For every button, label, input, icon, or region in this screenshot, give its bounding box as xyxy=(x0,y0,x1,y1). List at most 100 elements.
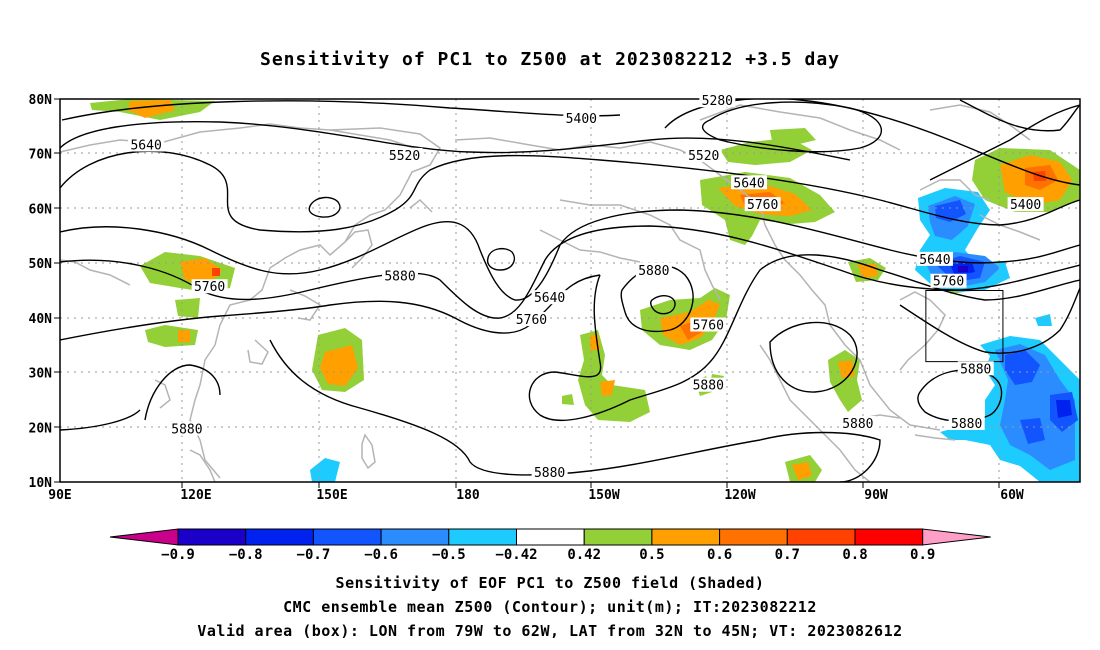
colorbar-label: −0.6 xyxy=(364,547,398,563)
colorbar-segment xyxy=(651,528,721,546)
contour-label-bg xyxy=(690,317,727,332)
contour-label-bg xyxy=(957,361,994,376)
contour-label-bg xyxy=(191,279,228,294)
lat-tick-label: 60N xyxy=(29,202,53,217)
contour-label: 5880 xyxy=(693,379,724,394)
colorbar-segment xyxy=(245,528,314,546)
contour-label: 5880 xyxy=(951,417,982,432)
lat-tick-label: 40N xyxy=(29,312,53,327)
contour-label: 5760 xyxy=(747,198,778,213)
contour-label: 5760 xyxy=(194,280,225,295)
contour-label-bg xyxy=(635,262,672,277)
coastlines xyxy=(60,104,1041,482)
colorbar-segment xyxy=(719,528,788,546)
contour-label-bg xyxy=(685,147,722,162)
contour-label-bg xyxy=(563,111,600,126)
colorbar-label: 0.42 xyxy=(567,547,601,563)
contour-label: 5880 xyxy=(842,417,873,432)
axis-ticks xyxy=(54,98,1000,488)
contour-label-bg xyxy=(386,147,423,162)
colorbar-label: −0.8 xyxy=(229,547,263,563)
colorbar-segment xyxy=(312,528,382,546)
contour-label-bg xyxy=(948,416,985,431)
lon-tick-label: 90W xyxy=(864,488,888,503)
lat-tick-label: 50N xyxy=(29,257,53,272)
contour-label-bg xyxy=(128,137,165,152)
colorbar-segment xyxy=(448,528,517,546)
longitude-tick-labels: 90E 120E 150E 180 150W 120W 90W 60W xyxy=(48,488,1024,503)
caption-valid-area: Valid area (box): LON from 79W to 62W, L… xyxy=(197,622,903,640)
contour-label: 5760 xyxy=(693,319,724,334)
colorbar-low-extend xyxy=(109,528,179,546)
figure-title: Sensitivity of PC1 to Z500 at 2023082212… xyxy=(259,49,840,70)
contour-label: 5640 xyxy=(733,176,764,191)
lon-tick-label: 90E xyxy=(48,488,71,503)
lon-tick-label: 150E xyxy=(316,488,347,503)
lat-tick-label: 10N xyxy=(29,476,53,491)
colorbar-segment xyxy=(854,528,924,546)
contour-label: 5280 xyxy=(702,94,733,109)
colorbar-label: −0.42 xyxy=(495,547,537,563)
colorbar-segment xyxy=(786,528,856,546)
contour-label-bg xyxy=(531,465,568,480)
lon-tick-label: 120W xyxy=(724,488,755,503)
contour-label: 5880 xyxy=(384,269,415,284)
lon-tick-label: 120E xyxy=(180,488,211,503)
contour-label-bg xyxy=(382,268,418,283)
colorbar-label: 0.6 xyxy=(707,547,732,563)
contour-label: 5880 xyxy=(960,362,991,377)
lon-tick-label: 150W xyxy=(588,488,619,503)
contour-label: 5400 xyxy=(1010,198,1041,213)
contour-label: 5640 xyxy=(130,139,161,154)
caption-contour: CMC ensemble mean Z500 (Contour); unit(m… xyxy=(283,598,817,616)
colorbar-label: 0.7 xyxy=(775,547,800,563)
contour-label-bg xyxy=(513,312,550,327)
contour-label: 5400 xyxy=(566,112,597,127)
contour-label-bg xyxy=(744,197,781,212)
colorbar-label: −0.5 xyxy=(432,547,466,563)
latitude-tick-labels: 80N 70N 60N 50N 40N 30N 20N 10N xyxy=(29,93,53,491)
colorbar-label: 0.8 xyxy=(842,547,867,563)
colorbar-segment xyxy=(380,528,450,546)
contour-label-bg xyxy=(1007,197,1044,212)
map-grid xyxy=(60,99,1080,482)
contour-label: 5520 xyxy=(688,149,719,164)
plot-frame xyxy=(59,98,1081,483)
colorbar-segment xyxy=(516,528,585,546)
contour-label-bg xyxy=(731,175,768,190)
contour-label: 5880 xyxy=(171,422,202,437)
contour-label-bg xyxy=(690,377,727,392)
contour-label-bg xyxy=(916,251,953,266)
contour-label-bg xyxy=(699,93,736,108)
colorbar-high-extend xyxy=(922,528,991,546)
colorbar-segment xyxy=(583,528,653,546)
colorbar-label: 0.9 xyxy=(910,547,935,563)
lon-tick-label: 180 xyxy=(456,488,480,503)
lon-tick-label: 60W xyxy=(1000,488,1024,503)
contour-label: 5760 xyxy=(933,275,964,290)
contour-label: 5880 xyxy=(638,264,669,279)
contour-label-bg xyxy=(930,273,967,288)
contour-label-bg xyxy=(168,421,205,436)
contour-label-bg xyxy=(839,416,876,431)
lat-tick-label: 70N xyxy=(29,148,53,163)
colorbar-segment xyxy=(177,528,247,546)
contour-label: 5520 xyxy=(389,149,420,164)
contour-label: 5880 xyxy=(534,466,565,481)
colorbar-label: 0.5 xyxy=(639,547,664,563)
positive-sensitivity-shading xyxy=(90,99,1080,482)
lat-tick-label: 20N xyxy=(29,421,53,436)
contour-label-bg xyxy=(531,290,568,305)
contour-value-labels: 5280 5400 5640 5520 5520 5640 5760 5400 5880 5640… xyxy=(128,93,1044,481)
contour-label: 5640 xyxy=(919,253,950,268)
contour-label: 5640 xyxy=(534,291,565,306)
colorbar: −0.9 −0.8 −0.7 −0.6 −0.5 −0.42 0.42 0.5 0.6 0.7 0.… xyxy=(109,528,991,563)
lat-tick-label: 80N xyxy=(29,93,53,108)
lat-tick-label: 30N xyxy=(29,367,53,382)
caption-shaded: Sensitivity of EOF PC1 to Z500 field (Sh… xyxy=(335,574,765,592)
negative-sensitivity-shading xyxy=(310,188,1080,482)
colorbar-label: −0.9 xyxy=(161,547,195,563)
colorbar-label: −0.7 xyxy=(297,547,331,563)
contour-label: 5760 xyxy=(516,313,547,328)
